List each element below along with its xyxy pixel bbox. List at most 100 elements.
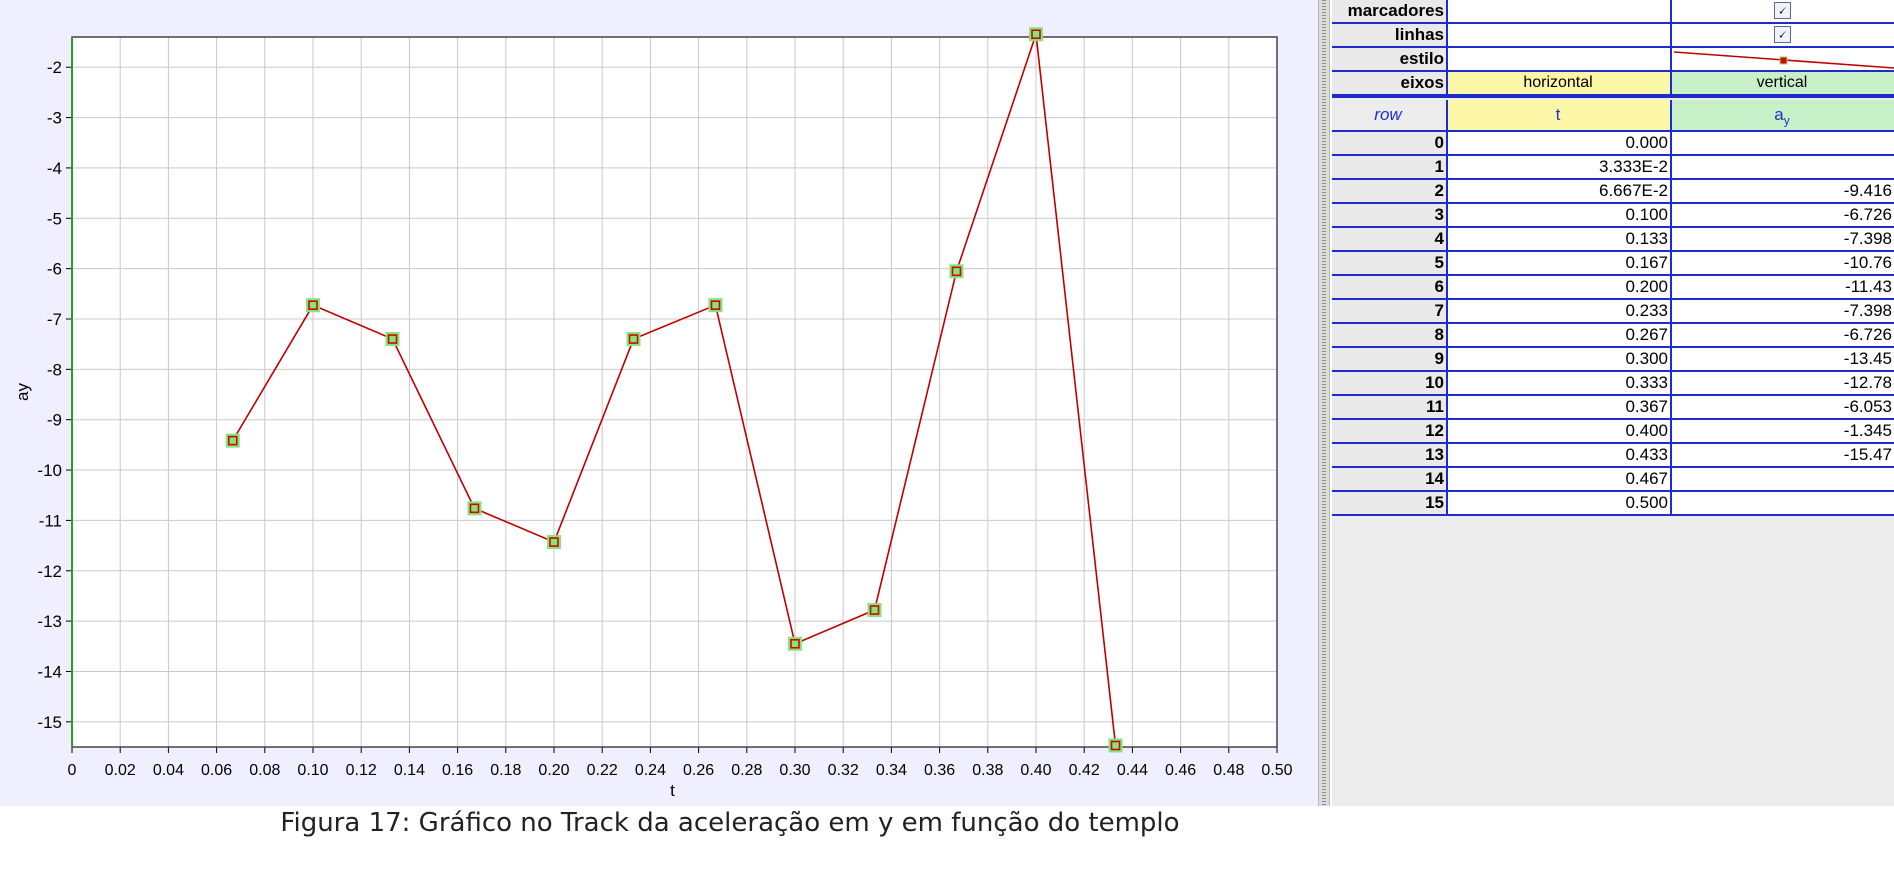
ay-value-cell[interactable]: -6.053 xyxy=(1672,396,1894,420)
y-tick-label: -14 xyxy=(37,662,62,681)
data-point-highlight xyxy=(467,501,482,516)
t-value-cell[interactable]: 0.333 xyxy=(1448,372,1672,396)
row-index-cell: 8 xyxy=(1332,324,1448,348)
table-row[interactable]: 4 0.133 -7.398 xyxy=(1332,228,1894,252)
panel-splitter[interactable] xyxy=(1318,0,1330,806)
x-tick-label: 0.44 xyxy=(1117,762,1148,779)
x-tick-label: 0.42 xyxy=(1069,762,1100,779)
ay-value-cell[interactable]: -12.78 xyxy=(1672,372,1894,396)
lines-checkbox[interactable]: 🗸 xyxy=(1773,25,1791,43)
t-value-cell[interactable]: 3.333E-2 xyxy=(1448,156,1672,180)
table-row[interactable]: 2 6.667E-2 -9.416 xyxy=(1332,180,1894,204)
ay-value-cell[interactable]: -6.726 xyxy=(1672,204,1894,228)
x-tick-label: 0.20 xyxy=(538,762,569,779)
axis-horizontal-cell[interactable]: horizontal xyxy=(1448,72,1672,98)
ay-value-cell[interactable] xyxy=(1672,156,1894,180)
settings-cell[interactable] xyxy=(1448,48,1672,72)
t-value-cell[interactable]: 0.467 xyxy=(1448,468,1672,492)
ay-value-cell[interactable] xyxy=(1672,132,1894,156)
table-row[interactable]: 1 3.333E-2 xyxy=(1332,156,1894,180)
ay-value-cell[interactable]: -9.416 xyxy=(1672,180,1894,204)
table-row[interactable]: 11 0.367 -6.053 xyxy=(1332,396,1894,420)
t-value-cell[interactable]: 0.000 xyxy=(1448,132,1672,156)
row-index-cell: 4 xyxy=(1332,228,1448,252)
t-value-cell[interactable]: 0.300 xyxy=(1448,348,1672,372)
data-point xyxy=(790,638,800,649)
data-point xyxy=(951,266,962,277)
data-point-highlight xyxy=(1108,738,1123,753)
x-tick-label: 0.10 xyxy=(297,762,328,779)
table-row[interactable]: 10 0.333 -12.78 xyxy=(1332,372,1894,396)
table-row[interactable]: 8 0.267 -6.726 xyxy=(1332,324,1894,348)
table-row[interactable]: 13 0.433 -15.47 xyxy=(1332,444,1894,468)
plot-panel[interactable]: 0 0.02 0.04 0.06 0.08 0.10 0.12 0.14 0.16 0.18 0.2… xyxy=(0,0,1318,806)
settings-cell[interactable] xyxy=(1448,0,1672,24)
y-tick-label: -10 xyxy=(37,461,62,480)
data-point-highlight xyxy=(626,332,641,347)
ay-value-cell[interactable]: -11.43 xyxy=(1672,276,1894,300)
x-tick-label: 0 xyxy=(68,762,77,779)
t-value-cell[interactable]: 0.200 xyxy=(1448,276,1672,300)
table-row[interactable]: 7 0.233 -7.398 xyxy=(1332,300,1894,324)
settings-row-markers: marcadores 🗸 xyxy=(1332,0,1894,24)
t-value-cell[interactable]: 0.133 xyxy=(1448,228,1672,252)
data-point-highlight xyxy=(708,298,723,313)
table-row[interactable]: 14 0.467 xyxy=(1332,468,1894,492)
row-index-cell: 2 xyxy=(1332,180,1448,204)
t-value-cell[interactable]: 0.233 xyxy=(1448,300,1672,324)
data-point-highlight xyxy=(867,603,882,618)
y-tick-label: -2 xyxy=(47,58,62,77)
t-value-cell[interactable]: 0.367 xyxy=(1448,396,1672,420)
table-row[interactable]: 15 0.500 xyxy=(1332,492,1894,516)
t-value-cell[interactable]: 0.500 xyxy=(1448,492,1672,516)
ay-value-cell[interactable]: -13.45 xyxy=(1672,348,1894,372)
ay-value-cell[interactable]: -6.726 xyxy=(1672,324,1894,348)
settings-cell[interactable] xyxy=(1448,24,1672,48)
ay-value-cell[interactable]: -7.398 xyxy=(1672,228,1894,252)
data-point-highlight xyxy=(306,298,320,313)
row-index-cell: 14 xyxy=(1332,468,1448,492)
table-row[interactable]: 12 0.400 -1.345 xyxy=(1332,420,1894,444)
row-index-cell: 13 xyxy=(1332,444,1448,468)
t-value-cell[interactable]: 0.100 xyxy=(1448,204,1672,228)
ay-value-cell[interactable]: -15.47 xyxy=(1672,444,1894,468)
data-point xyxy=(628,334,639,344)
x-tick-label: 0.16 xyxy=(442,762,473,779)
ay-value-cell[interactable]: -10.76 xyxy=(1672,252,1894,276)
data-table-panel[interactable]: marcadores 🗸 linhas 🗸 estilo eixos horiz… xyxy=(1332,0,1894,806)
ay-value-cell[interactable] xyxy=(1672,468,1894,492)
settings-row-axes: eixos horizontal vertical xyxy=(1332,72,1894,98)
style-preview-cell[interactable] xyxy=(1672,48,1894,72)
markers-checkbox[interactable]: 🗸 xyxy=(1773,1,1791,19)
x-tick-label: 0.24 xyxy=(635,762,666,779)
t-value-cell[interactable]: 6.667E-2 xyxy=(1448,180,1672,204)
column-header-ay[interactable]: ay xyxy=(1672,100,1894,132)
lines-checkbox-cell[interactable]: 🗸 xyxy=(1672,24,1894,48)
y-tick-label: -9 xyxy=(47,411,62,430)
table-row[interactable]: 6 0.200 -11.43 xyxy=(1332,276,1894,300)
ay-value-cell[interactable]: -1.345 xyxy=(1672,420,1894,444)
ay-value-cell[interactable] xyxy=(1672,492,1894,516)
table-row[interactable]: 0 0.000 xyxy=(1332,132,1894,156)
data-series-line xyxy=(232,33,1117,746)
x-tick-label: 0.12 xyxy=(346,762,377,779)
data-point xyxy=(1110,740,1121,751)
table-row[interactable]: 9 0.300 -13.45 xyxy=(1332,348,1894,372)
t-value-cell[interactable]: 0.400 xyxy=(1448,420,1672,444)
markers-checkbox-cell[interactable]: 🗸 xyxy=(1672,0,1894,24)
table-header: row t ay xyxy=(1332,100,1894,132)
data-point xyxy=(869,605,880,615)
plot-area xyxy=(72,37,1277,747)
t-value-cell[interactable]: 0.267 xyxy=(1448,324,1672,348)
axis-vertical-cell[interactable]: vertical xyxy=(1672,72,1894,98)
acceleration-chart[interactable]: 0 0.02 0.04 0.06 0.08 0.10 0.12 0.14 0.16 0.18 0.2… xyxy=(0,0,1318,806)
table-row[interactable]: 5 0.167 -10.76 xyxy=(1332,252,1894,276)
data-point xyxy=(308,300,318,310)
column-header-row[interactable]: row xyxy=(1332,100,1448,132)
x-tick-label: 0.26 xyxy=(683,762,714,779)
ay-value-cell[interactable]: -7.398 xyxy=(1672,300,1894,324)
table-row[interactable]: 3 0.100 -6.726 xyxy=(1332,204,1894,228)
t-value-cell[interactable]: 0.167 xyxy=(1448,252,1672,276)
t-value-cell[interactable]: 0.433 xyxy=(1448,444,1672,468)
column-header-t[interactable]: t xyxy=(1448,100,1672,132)
